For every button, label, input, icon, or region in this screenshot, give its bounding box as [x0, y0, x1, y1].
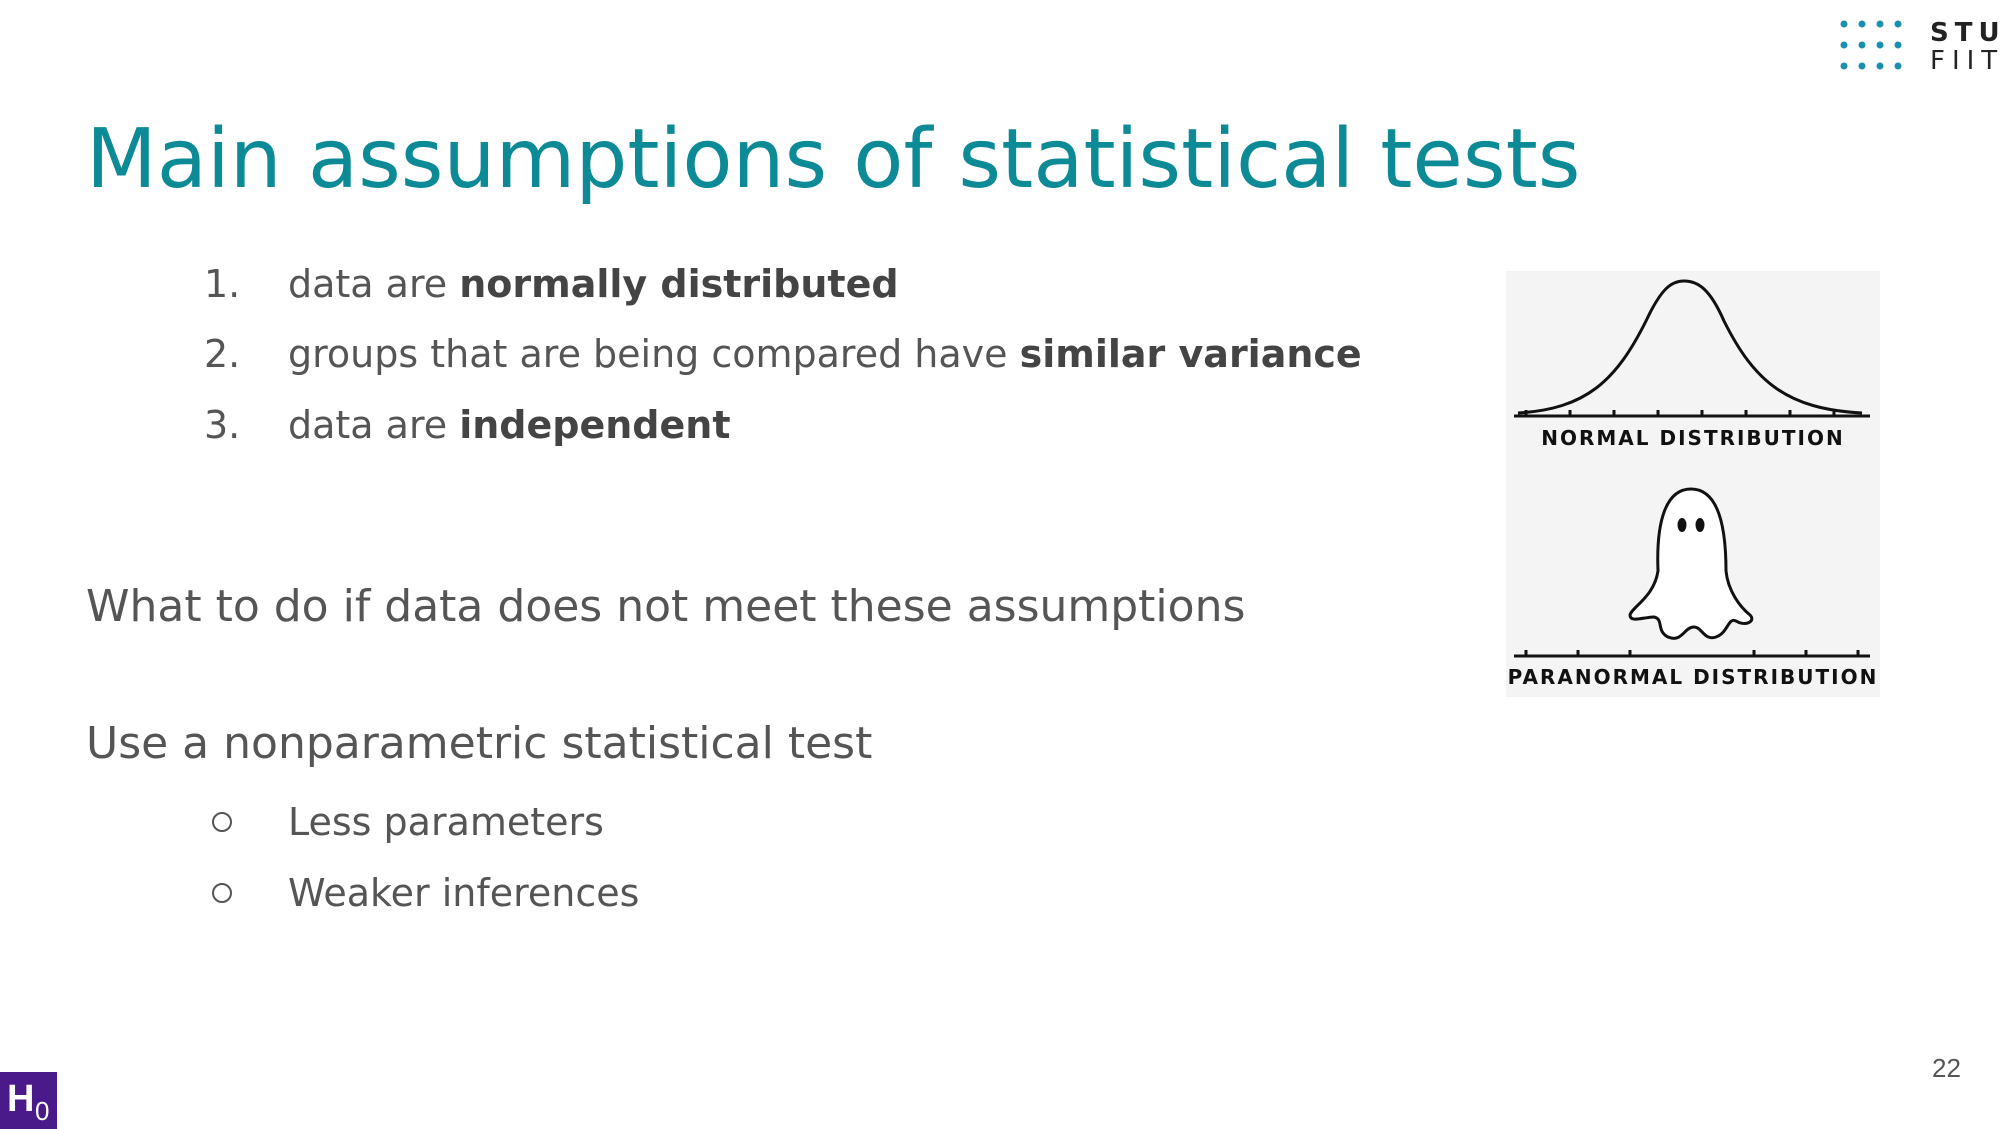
answer-text: Use a nonparametric statistical test [86, 718, 873, 769]
bell-curve-icon [1517, 279, 1863, 415]
assumption-bold: independent [459, 403, 731, 447]
h0-badge-sub: 0 [35, 1096, 50, 1126]
hollow-bullet-icon [212, 883, 232, 903]
ghost-icon [1628, 487, 1754, 640]
normal-axis-ticks [1524, 410, 1836, 416]
h0-badge-main: H [7, 1078, 35, 1120]
assumption-text: groups that are being compared have simi… [288, 332, 1362, 376]
distribution-cartoon: NORMAL DISTRIBUTION PARANORMAL DISTRIBUT… [1506, 271, 1880, 697]
assumption-bold: normally distributed [459, 262, 899, 306]
stu-fiit-logo: STU FIIT [1838, 18, 2000, 76]
logo-line-2: FIIT [1930, 46, 2000, 76]
distribution-illustration: NORMAL DISTRIBUTION PARANORMAL DISTRIBUT… [1508, 279, 1879, 689]
logo-dots-icon [1840, 20, 1902, 70]
assumption-plain: data are [288, 403, 460, 447]
slide-title: Main assumptions of statistical tests [86, 112, 1581, 207]
sub-point-text: Less parameters [288, 800, 604, 844]
paranormal-axis-ticks [1524, 650, 1860, 656]
assumption-item: 2. groups that are being compared have s… [0, 332, 1450, 392]
hollow-bullet-icon [212, 812, 232, 832]
list-number: 2. [204, 332, 241, 376]
normal-distribution-label: NORMAL DISTRIBUTION [1541, 426, 1844, 450]
sub-point-item: Less parameters [0, 800, 900, 860]
h0-badge: H 0 [0, 1072, 57, 1129]
question-text: What to do if data does not meet these a… [86, 581, 1246, 632]
assumption-plain: data are [288, 262, 460, 306]
assumption-plain: groups that are being compared have [288, 332, 1020, 376]
assumption-item: 3. data are independent [0, 403, 1450, 463]
paranormal-distribution-label: PARANORMAL DISTRIBUTION [1508, 665, 1879, 689]
assumption-item: 1. data are normally distributed [0, 262, 1450, 322]
assumption-text: data are independent [288, 403, 731, 447]
sub-point-item: Weaker inferences [0, 871, 900, 931]
list-number: 3. [204, 403, 241, 447]
assumption-text: data are normally distributed [288, 262, 899, 306]
logo-line-1: STU [1930, 18, 2000, 48]
list-number: 1. [204, 262, 241, 306]
page-number: 22 [1932, 1053, 1961, 1083]
sub-point-text: Weaker inferences [288, 871, 640, 915]
assumption-bold: similar variance [1019, 332, 1362, 376]
